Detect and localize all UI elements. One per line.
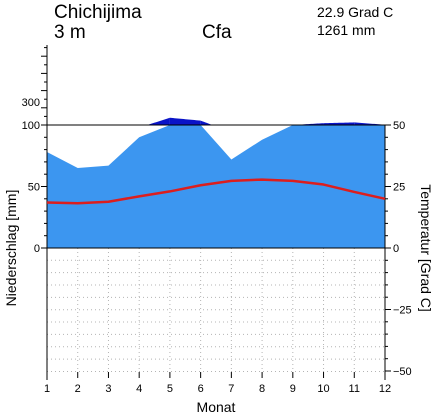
- left-tick-label: 0: [34, 243, 40, 255]
- grid-lines: [46, 248, 386, 372]
- x-tick-label: 4: [136, 383, 142, 395]
- precipitation-area: [47, 117, 385, 248]
- x-tick-label: 5: [167, 383, 173, 395]
- station-name: Chichijima: [54, 2, 142, 23]
- right-tick-label: 25: [393, 182, 405, 194]
- right-tick-label: 50: [393, 120, 405, 132]
- x-tick-label: 12: [379, 383, 391, 395]
- precipitation-excess: [139, 117, 170, 125]
- x-tick-label: 9: [290, 383, 296, 395]
- left-tick-label: 300: [22, 97, 40, 109]
- x-tick-label: 3: [105, 383, 111, 395]
- left-tick-label: 100: [22, 120, 40, 132]
- right-tick-label: 0: [393, 243, 399, 255]
- precipitation-excess: [354, 122, 385, 125]
- x-tick-label: 7: [228, 383, 234, 395]
- precipitation-excess: [200, 120, 232, 125]
- x-axis-title: Monat: [197, 399, 236, 415]
- left-axis-title: Niederschlag [mm]: [3, 190, 19, 307]
- x-tick-label: 10: [317, 383, 329, 395]
- x-tick-label: 6: [198, 383, 204, 395]
- right-axis-title: Temperatur [Grad C]: [418, 184, 434, 312]
- x-tick-label: 11: [349, 383, 360, 395]
- x-tick-label: 2: [75, 383, 81, 395]
- precipitation-excess: [169, 117, 201, 125]
- station-elevation: 3 m: [54, 22, 86, 43]
- right-tick-label: −50: [393, 366, 412, 378]
- annual-mean-temperature: 22.9 Grad C: [317, 4, 394, 20]
- x-tick-label: 8: [259, 383, 265, 395]
- left-tick-label: 50: [28, 182, 40, 194]
- right-tick-label: −25: [393, 305, 412, 317]
- axis-labels: 1 2 3 4 5 6 7 8 9 10 11 12050100300−50−2502550Monat…: [3, 97, 434, 415]
- temperature-line: [46, 178, 386, 205]
- precipitation-excess: [323, 122, 355, 125]
- temperature-series: [46, 178, 386, 205]
- climate-classification: Cfa: [202, 22, 232, 43]
- precipitation-fill: [47, 125, 385, 248]
- annual-precipitation: 1261 mm: [317, 22, 376, 38]
- axes: [41, 45, 391, 380]
- x-tick-label: 1: [44, 383, 50, 395]
